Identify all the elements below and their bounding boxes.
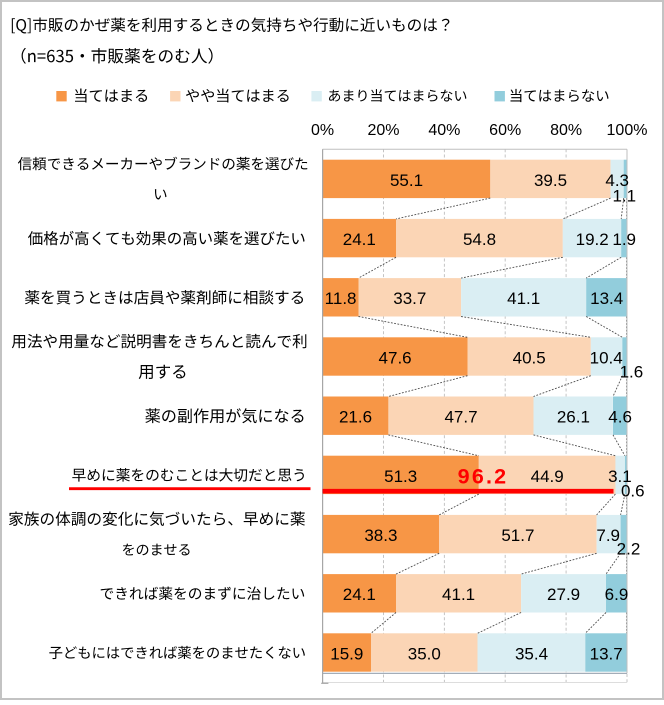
svg-text:19.2: 19.2	[576, 230, 609, 249]
svg-text:0%: 0%	[311, 122, 334, 139]
svg-text:1.9: 1.9	[612, 230, 636, 249]
svg-text:47.7: 47.7	[444, 408, 477, 427]
svg-text:3.1: 3.1	[608, 467, 632, 486]
svg-text:47.6: 47.6	[379, 348, 412, 367]
svg-text:4.6: 4.6	[608, 408, 632, 427]
svg-text:24.1: 24.1	[343, 585, 376, 604]
svg-text:80%: 80%	[550, 122, 582, 139]
svg-text:54.8: 54.8	[463, 230, 496, 249]
svg-text:44.9: 44.9	[531, 467, 564, 486]
svg-text:21.6: 21.6	[339, 408, 372, 427]
svg-text:41.1: 41.1	[442, 585, 475, 604]
svg-text:33.7: 33.7	[393, 289, 426, 308]
svg-text:60%: 60%	[489, 122, 521, 139]
svg-text:2.2: 2.2	[617, 539, 641, 558]
svg-text:51.7: 51.7	[501, 526, 534, 545]
svg-text:7.9: 7.9	[596, 526, 620, 545]
svg-text:6.9: 6.9	[605, 585, 629, 604]
svg-text:55.1: 55.1	[390, 171, 423, 190]
svg-text:39.5: 39.5	[534, 171, 567, 190]
svg-text:1.6: 1.6	[620, 362, 644, 381]
svg-text:27.9: 27.9	[547, 585, 580, 604]
svg-text:96.2: 96.2	[458, 465, 509, 489]
svg-text:100%: 100%	[607, 122, 648, 139]
svg-text:38.3: 38.3	[364, 526, 397, 545]
svg-text:41.1: 41.1	[507, 289, 540, 308]
svg-text:40%: 40%	[428, 122, 460, 139]
svg-text:0.6: 0.6	[621, 481, 645, 500]
svg-text:35.0: 35.0	[408, 644, 441, 663]
svg-text:10.4: 10.4	[590, 348, 623, 367]
svg-text:35.4: 35.4	[515, 644, 548, 663]
svg-text:15.9: 15.9	[330, 644, 363, 663]
svg-text:4.3: 4.3	[605, 171, 629, 190]
svg-text:24.1: 24.1	[343, 230, 376, 249]
svg-text:20%: 20%	[367, 122, 399, 139]
svg-text:13.4: 13.4	[590, 289, 623, 308]
svg-text:1.1: 1.1	[612, 187, 636, 206]
svg-text:40.5: 40.5	[513, 348, 546, 367]
svg-text:26.1: 26.1	[557, 408, 590, 427]
svg-text:51.3: 51.3	[384, 467, 417, 486]
svg-text:13.7: 13.7	[590, 644, 623, 663]
svg-text:11.8: 11.8	[325, 289, 357, 308]
